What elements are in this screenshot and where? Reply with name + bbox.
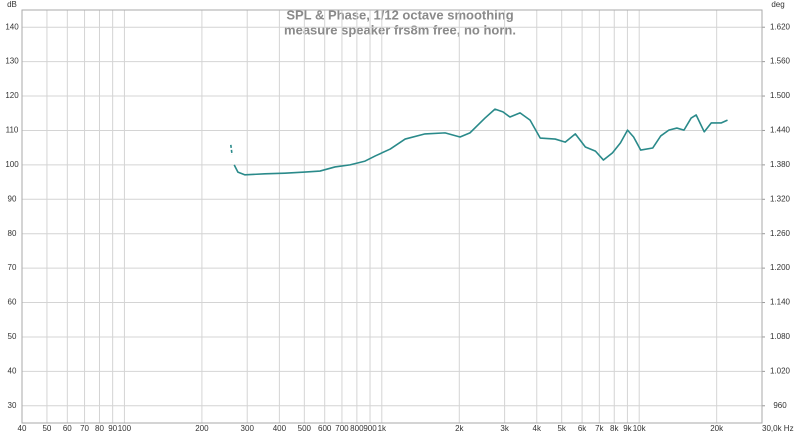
y-tick-label: 90 [8, 194, 17, 203]
y2-axis-unit: deg [771, 0, 784, 9]
x-tick-label: 800 [350, 424, 364, 433]
x-tick-label: 9k [623, 424, 632, 433]
y2-tick-label: 1.080 [770, 332, 791, 341]
x-tick-label: 50 [42, 424, 51, 433]
y-tick-label: 50 [8, 332, 17, 341]
x-tick-label: 100 [118, 424, 132, 433]
y2-tick-label: 1.620 [770, 22, 791, 31]
x-tick-label: 8k [610, 424, 619, 433]
y2-tick-label: 960 [773, 401, 787, 410]
y-axis-unit: dB [7, 0, 17, 9]
x-tick-label: 90 [108, 424, 117, 433]
y-tick-label: 60 [8, 298, 17, 307]
x-tick-label: 10k [633, 424, 647, 433]
x-tick-label: 400 [273, 424, 287, 433]
y-tick-label: 40 [8, 366, 17, 375]
y-tick-label: 100 [5, 160, 19, 169]
y2-tick-label: 1.380 [770, 160, 791, 169]
x-tick-label: 30,0k Hz [762, 424, 794, 433]
y2-tick-label: 1.020 [770, 366, 791, 375]
y2-tick-label: 1.500 [770, 91, 791, 100]
x-tick-label: 700 [335, 424, 349, 433]
x-tick-label: 3k [500, 424, 509, 433]
y2-tick-label: 1.200 [770, 263, 791, 272]
y-tick-label: 80 [8, 229, 17, 238]
chart-title: SPL & Phase, 1/12 octave smoothing [286, 7, 513, 22]
y2-tick-label: 1.320 [770, 194, 791, 203]
plot-border [21, 9, 763, 424]
y2-tick-label: 1.260 [770, 229, 791, 238]
x-tick-label: 20k [710, 424, 724, 433]
y2-tick-label: 1.140 [770, 298, 791, 307]
y-tick-label: 140 [5, 22, 19, 31]
x-tick-label: 200 [195, 424, 209, 433]
x-tick-label: 80 [95, 424, 104, 433]
x-tick-label: 4k [533, 424, 542, 433]
chart-subtitle: measure speaker frs8m free, no horn. [284, 22, 516, 37]
y-tick-label: 110 [6, 126, 19, 135]
x-tick-label: 40 [18, 424, 27, 433]
y2-tick-label: 1.560 [770, 57, 791, 66]
y-tick-label: 130 [5, 57, 19, 66]
x-tick-label: 300 [241, 424, 255, 433]
x-tick-label: 500 [298, 424, 312, 433]
data-line [233, 108, 728, 176]
x-tick-label: 7k [595, 424, 604, 433]
x-tick-label: 60 [63, 424, 72, 433]
x-tick-label: 70 [80, 424, 89, 433]
x-tick-label: 1k [378, 424, 387, 433]
x-tick-label: 600 [318, 424, 332, 433]
x-tick-label: 5k [557, 424, 566, 433]
y-tick-label: 70 [8, 263, 17, 272]
x-tick-label: 900 [363, 424, 377, 433]
x-tick-label: 6k [578, 424, 587, 433]
x-tick-label: 2k [455, 424, 464, 433]
y-tick-label: 30 [8, 401, 17, 410]
data-line [230, 144, 233, 155]
y2-tick-label: 1.440 [770, 126, 791, 135]
y-tick-label: 120 [5, 91, 19, 100]
